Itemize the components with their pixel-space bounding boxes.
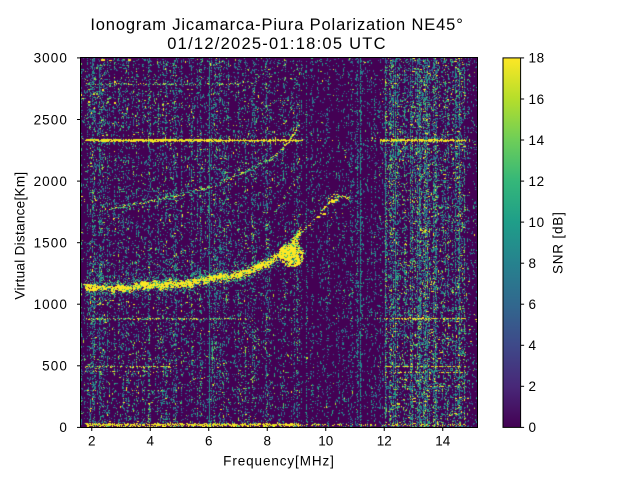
svg-text:2500: 2500 [34,112,68,127]
svg-text:18: 18 [529,51,545,66]
svg-text:14: 14 [529,133,545,148]
svg-text:2: 2 [529,379,537,394]
svg-text:12: 12 [377,434,392,449]
svg-text:0: 0 [59,420,68,435]
svg-text:14: 14 [435,434,451,449]
svg-text:4: 4 [529,338,537,353]
svg-text:10: 10 [529,215,545,230]
svg-text:6: 6 [205,434,213,449]
svg-text:SNR [dB]: SNR [dB] [551,211,566,274]
svg-text:Ionogram Jicamarca-Piura Polar: Ionogram Jicamarca-Piura Polarization NE… [90,16,463,34]
svg-text:Frequency[MHz]: Frequency[MHz] [223,453,335,468]
svg-text:Virtual Distance[Km]: Virtual Distance[Km] [13,172,28,300]
svg-text:0: 0 [529,420,537,435]
svg-text:6: 6 [529,297,537,312]
svg-text:4: 4 [146,434,154,449]
svg-text:12: 12 [529,174,545,189]
svg-text:3000: 3000 [34,51,68,66]
svg-text:8: 8 [263,434,271,449]
svg-text:500: 500 [42,359,68,374]
svg-text:2000: 2000 [34,174,68,189]
svg-text:10: 10 [318,434,333,449]
svg-text:8: 8 [529,256,537,271]
svg-text:16: 16 [529,92,545,107]
svg-text:1500: 1500 [34,236,68,251]
svg-text:1000: 1000 [34,297,68,312]
svg-text:2: 2 [88,434,96,449]
svg-text:01/12/2025-01:18:05 UTC: 01/12/2025-01:18:05 UTC [167,35,387,53]
